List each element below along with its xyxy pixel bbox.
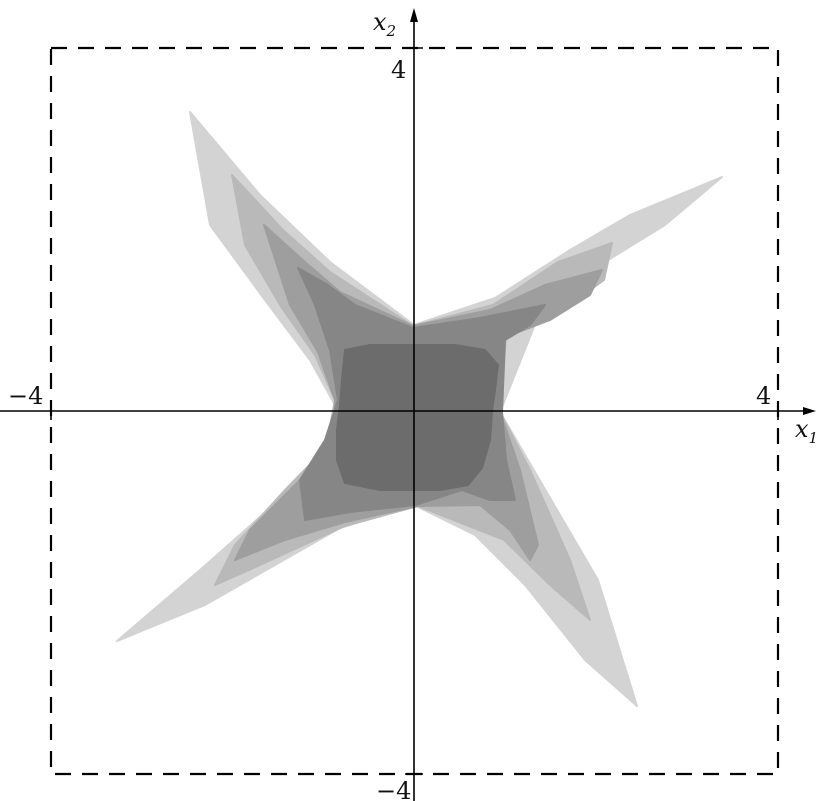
x-axis-arrowhead	[803, 407, 816, 415]
tick-label-x-min: −4	[8, 382, 43, 410]
density-level-5	[336, 344, 499, 491]
tick-label-y-min: −4	[376, 777, 411, 801]
x-axis-label: x1	[795, 415, 816, 447]
density-level-regions	[116, 111, 723, 707]
y-axis-arrowhead	[410, 8, 418, 22]
tick-label-x-max: 4	[756, 382, 771, 410]
y-axis-label: x2	[373, 8, 396, 40]
tick-label-y-max: 4	[391, 56, 406, 84]
